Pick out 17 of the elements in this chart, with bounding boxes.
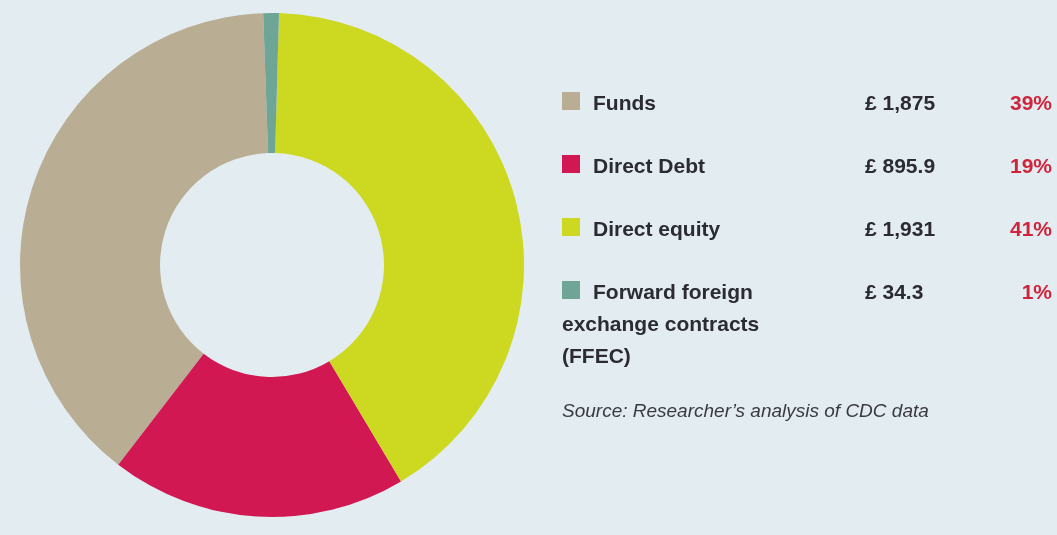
text: 41% bbox=[1009, 217, 1053, 240]
text: £ 34.3 bbox=[865, 280, 924, 303]
donut-slice bbox=[263, 13, 280, 154]
text: 1% bbox=[1021, 280, 1053, 303]
legend-label: Direct Debt bbox=[593, 154, 706, 177]
legend-label: Funds bbox=[593, 91, 656, 114]
source-note: Source: Researcher’s analysis of CDC data bbox=[562, 400, 929, 421]
text: £ 1,875 bbox=[865, 91, 936, 114]
donut-slice bbox=[20, 13, 269, 465]
legend-label: Forward foreign exchange contracts (FFEC) bbox=[562, 280, 760, 367]
text: £ 1,931 bbox=[865, 217, 936, 240]
text: 19% bbox=[1009, 154, 1053, 177]
text: £ 895.9 bbox=[865, 154, 936, 177]
donut-slice bbox=[118, 353, 402, 517]
text: 39% bbox=[1009, 91, 1053, 114]
donut-slice bbox=[275, 13, 524, 482]
legend-label: Direct equity bbox=[593, 217, 721, 240]
